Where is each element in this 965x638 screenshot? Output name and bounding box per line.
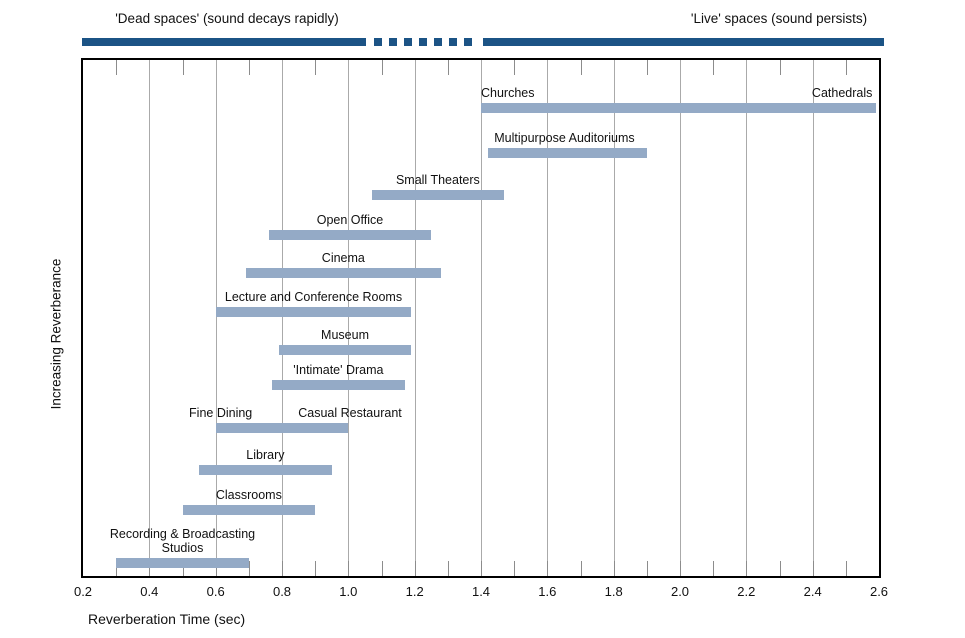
live-spaces-label: 'Live' spaces (sound persists): [690, 11, 868, 26]
x-tick-label: 1.4: [471, 584, 491, 599]
bar-label-lecture-and-conference-rooms: Lecture and Conference Rooms: [224, 290, 403, 304]
bar-label-recording-broadcasting-studios: Recording & Broadcasting Studios: [109, 527, 256, 556]
bottom-axis-tick: [613, 561, 615, 576]
x-tick-label: 1.2: [405, 584, 424, 599]
bar-label-churches-to-cathedrals: Cathedrals: [811, 86, 873, 100]
bottom-axis-tick: [845, 561, 847, 576]
x-tick-label: 0.4: [140, 584, 159, 599]
top-axis-tick: [315, 60, 317, 75]
top-axis-tick: [182, 60, 184, 75]
range-bar-classrooms: [182, 505, 316, 515]
x-axis-title: Reverberation Time (sec): [88, 611, 246, 627]
bottom-axis-tick: [248, 561, 250, 576]
range-bar-churches-to-cathedrals: [481, 103, 876, 113]
scale-bar-dashed-middle-segment: [374, 38, 479, 46]
range-bar-intimate-drama: [272, 380, 405, 390]
x-tick-label: 2.2: [737, 584, 756, 599]
gridline: [215, 60, 217, 576]
bottom-axis-tick: [348, 561, 350, 576]
bottom-axis-tick: [414, 561, 416, 576]
bottom-axis-tick: [481, 561, 482, 576]
x-tick-label: 0.2: [73, 584, 93, 599]
bottom-axis-tick: [646, 561, 648, 576]
range-bar-museum: [278, 345, 412, 355]
bottom-axis-tick: [149, 561, 151, 576]
gridline: [680, 60, 681, 576]
top-axis-tick: [713, 60, 715, 75]
range-bar-lecture-and-conference-rooms: [215, 307, 412, 317]
range-bar-library: [199, 465, 332, 475]
x-tick-label: 2.6: [869, 584, 889, 599]
top-axis-tick: [779, 60, 781, 75]
bottom-axis-tick: [580, 561, 582, 576]
bottom-axis-tick: [812, 561, 814, 576]
bar-label-multipurpose-auditoriums: Multipurpose Auditoriums: [494, 131, 635, 145]
top-axis-tick: [580, 60, 582, 75]
gridline: [414, 60, 416, 576]
bar-label-intimate-drama: 'Intimate' Drama: [293, 363, 384, 377]
x-tick-label: 0.6: [206, 584, 225, 599]
bottom-axis-tick: [282, 561, 283, 576]
bar-label-cinema: Cinema: [321, 251, 365, 265]
bar-label-fine-dining-casual-restaurant: Fine Dining: [189, 406, 253, 420]
x-tick-label: 2.0: [670, 584, 690, 599]
range-bar-recording-broadcasting-studios: [116, 558, 249, 568]
top-axis-tick: [646, 60, 648, 75]
range-bar-fine-dining-casual-restaurant: [215, 423, 349, 433]
gridline: [812, 60, 814, 576]
bottom-axis-tick: [779, 561, 781, 576]
top-axis-tick: [248, 60, 250, 75]
range-bar-cinema: [245, 268, 442, 278]
gridline: [282, 60, 283, 576]
bar-label-fine-dining-casual-restaurant: Casual Restaurant: [298, 406, 402, 420]
top-axis-tick: [514, 60, 516, 75]
bottom-axis-tick: [746, 561, 748, 576]
range-bar-small-theaters: [371, 190, 505, 200]
range-bar-open-office: [268, 230, 432, 240]
bottom-axis-tick: [315, 561, 317, 576]
top-axis-tick: [116, 60, 118, 75]
bar-label-churches-to-cathedrals: Churches: [481, 86, 535, 100]
bar-label-small-theaters: Small Theaters: [395, 173, 480, 187]
bar-label-classrooms: Classrooms: [215, 488, 282, 502]
gridline: [547, 60, 549, 576]
bottom-axis-tick: [116, 561, 118, 576]
scale-bar-solid-left-segment: [82, 38, 366, 46]
dead-spaces-label: 'Dead spaces' (sound decays rapidly): [115, 11, 339, 26]
bottom-axis-tick: [547, 561, 549, 576]
bar-label-open-office: Open Office: [316, 213, 384, 227]
bottom-axis-tick: [713, 561, 715, 576]
bottom-axis-tick: [680, 561, 681, 576]
bottom-axis-tick: [182, 561, 184, 576]
range-bar-multipurpose-auditoriums: [487, 148, 647, 158]
scale-bar-solid-right-segment: [483, 38, 884, 46]
gridline: [348, 60, 350, 576]
x-tick-label: 0.8: [272, 584, 292, 599]
gridline: [481, 60, 482, 576]
bottom-axis-tick: [215, 561, 217, 576]
x-tick-label: 2.4: [803, 584, 822, 599]
bar-label-museum: Museum: [321, 328, 369, 342]
gridline: [746, 60, 748, 576]
top-axis-tick: [381, 60, 383, 75]
y-axis-title: Increasing Reverberance: [48, 258, 64, 410]
bottom-axis-tick: [381, 561, 383, 576]
gridline: [613, 60, 615, 576]
x-tick-label: 1.8: [604, 584, 623, 599]
top-axis-tick: [845, 60, 847, 75]
x-tick-label: 1.0: [339, 584, 358, 599]
bar-label-library: Library: [246, 448, 285, 462]
gridline: [149, 60, 151, 576]
bottom-axis-tick: [514, 561, 516, 576]
x-tick-label: 1.6: [538, 584, 557, 599]
bottom-axis-tick: [447, 561, 449, 576]
top-axis-tick: [447, 60, 449, 75]
plot-area: Churches Cathedrals Multipurpose Auditoriu…: [81, 58, 881, 578]
